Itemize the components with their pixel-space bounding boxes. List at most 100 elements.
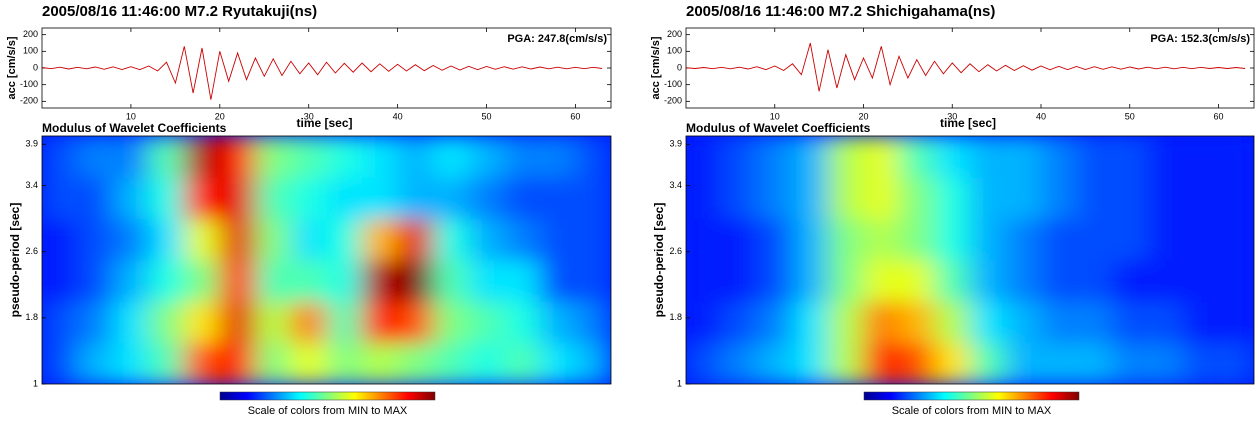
heatmap-cell (148, 301, 185, 344)
heatmap-cell (757, 342, 793, 384)
heatmap-cell (934, 301, 971, 344)
heatmap-cell (1183, 218, 1219, 261)
heatmap-cell (539, 136, 576, 178)
heatmap-cell (184, 301, 221, 344)
heatmap-cell (326, 260, 363, 302)
y-tick-label: 200 (23, 29, 38, 39)
y-tick-label: 0 (33, 62, 38, 72)
heatmap-cell (433, 218, 470, 261)
heatmap-cell (1112, 342, 1148, 384)
heatmap-cell (504, 260, 541, 302)
heatmap-cell (575, 342, 611, 384)
heatmap-cell (575, 177, 611, 220)
pga-annotation: PGA: 152.3(cm/s/s) (1150, 33, 1250, 45)
heatmap-cell (362, 136, 399, 178)
y-tick-label: 200 (667, 29, 682, 39)
heatmap-cell (326, 177, 363, 220)
heatmap-cell (792, 301, 829, 344)
heatmap-cell (757, 177, 793, 220)
heatmap-cell (326, 301, 363, 344)
heatmap-cell (1147, 136, 1184, 178)
heatmap-cell (113, 342, 150, 384)
heatmap-cell (1218, 136, 1254, 178)
heatmap-cell (113, 136, 150, 178)
heatmap-cell (184, 218, 221, 261)
x-axis-label: time [sec] (940, 116, 996, 130)
heatmap-cell (539, 301, 576, 344)
y-tick-label: 2.6 (669, 246, 682, 256)
heatmap-cell (290, 136, 327, 178)
chart-title: 2005/08/16 11:46:00 M7.2 Ryutakuji(ns) (42, 3, 317, 20)
heatmap-cell (1218, 301, 1254, 344)
heatmap-cell (219, 342, 256, 384)
heatmap-cell (77, 218, 114, 261)
colorbar-label: Scale of colors from MIN to MAX (248, 405, 408, 417)
heatmap-cell (1112, 218, 1148, 261)
heatmap-cell (575, 301, 611, 344)
y-axis-label: acc [cm/s/s] (6, 36, 18, 99)
heatmap-cell (686, 177, 722, 220)
y-tick-label: 100 (23, 46, 38, 56)
heatmap-cell (397, 342, 434, 384)
heatmap-cell (757, 136, 793, 178)
heatmap-cell (539, 177, 576, 220)
heatmap-cell (1076, 136, 1113, 178)
heatmap-cell (575, 218, 611, 261)
heatmap-cell (184, 260, 221, 302)
heatmap-cell (1076, 177, 1113, 220)
waveform-line (685, 42, 1246, 92)
heatmap-cell (433, 342, 470, 384)
pga-annotation: PGA: 247.8(cm/s/s) (507, 33, 607, 45)
heatmap-cell (397, 136, 434, 178)
x-tick-label: 50 (1125, 111, 1135, 121)
heatmap-cell (184, 177, 221, 220)
heatmap-cell (970, 136, 1006, 178)
heatmap-cell (468, 301, 505, 344)
heatmap-cell (1112, 301, 1148, 344)
heatmap-cell (113, 260, 150, 302)
heatmap-cell (1112, 177, 1148, 220)
x-tick-label: 40 (1036, 111, 1046, 121)
y-tick-label: 1.8 (25, 312, 38, 322)
heatmap-cell (219, 218, 256, 261)
heatmap-cell (468, 218, 505, 261)
heatmap-cell (757, 260, 793, 302)
heatmap-cell (468, 342, 505, 384)
heatmap-cell (757, 218, 793, 261)
heatmap-cell (326, 136, 363, 178)
heatmap-cell (899, 301, 935, 344)
heatmap-cell (934, 177, 971, 220)
heatmap-cell (1005, 136, 1042, 178)
heatmap-cell (184, 342, 221, 384)
heatmap-cell (899, 136, 935, 178)
y-tick-label: 3.4 (669, 180, 682, 190)
colorbar (863, 391, 1080, 401)
heatmap-cell (970, 342, 1006, 384)
heatmap-cell (1041, 218, 1077, 261)
heatmap-cell (290, 342, 327, 384)
heatmap-cell (828, 301, 864, 344)
heatmap-cell (721, 301, 758, 344)
heatmap-cell (1041, 301, 1077, 344)
heatmap-cell (326, 218, 363, 261)
heatmap-cell (42, 342, 79, 384)
y-tick-label: -200 (20, 96, 38, 106)
y-tick-label: 0 (677, 62, 682, 72)
scalogram-panel: Modulus of Wavelet Coefficients 1 1.8 2.6 3.… (652, 121, 1255, 417)
heatmap-cell (575, 136, 611, 178)
x-tick-label: 60 (1213, 111, 1223, 121)
y-tick-label: 2.6 (25, 246, 38, 256)
heatmap-cell (828, 136, 864, 178)
heatmap-cell (721, 218, 758, 261)
heatmap-cell (148, 177, 185, 220)
heatmap-cell (1076, 301, 1113, 344)
y-tick-label: 1.8 (669, 312, 682, 322)
heatmap-cell (362, 177, 399, 220)
heatmap-cell (504, 301, 541, 344)
heatmap-cell (468, 260, 505, 302)
heatmap-cell (1183, 136, 1219, 178)
heatmap-cell (1005, 260, 1042, 302)
heatmap-cell (686, 136, 722, 178)
heatmap-cell (255, 260, 292, 302)
heatmap-cell (721, 136, 758, 178)
